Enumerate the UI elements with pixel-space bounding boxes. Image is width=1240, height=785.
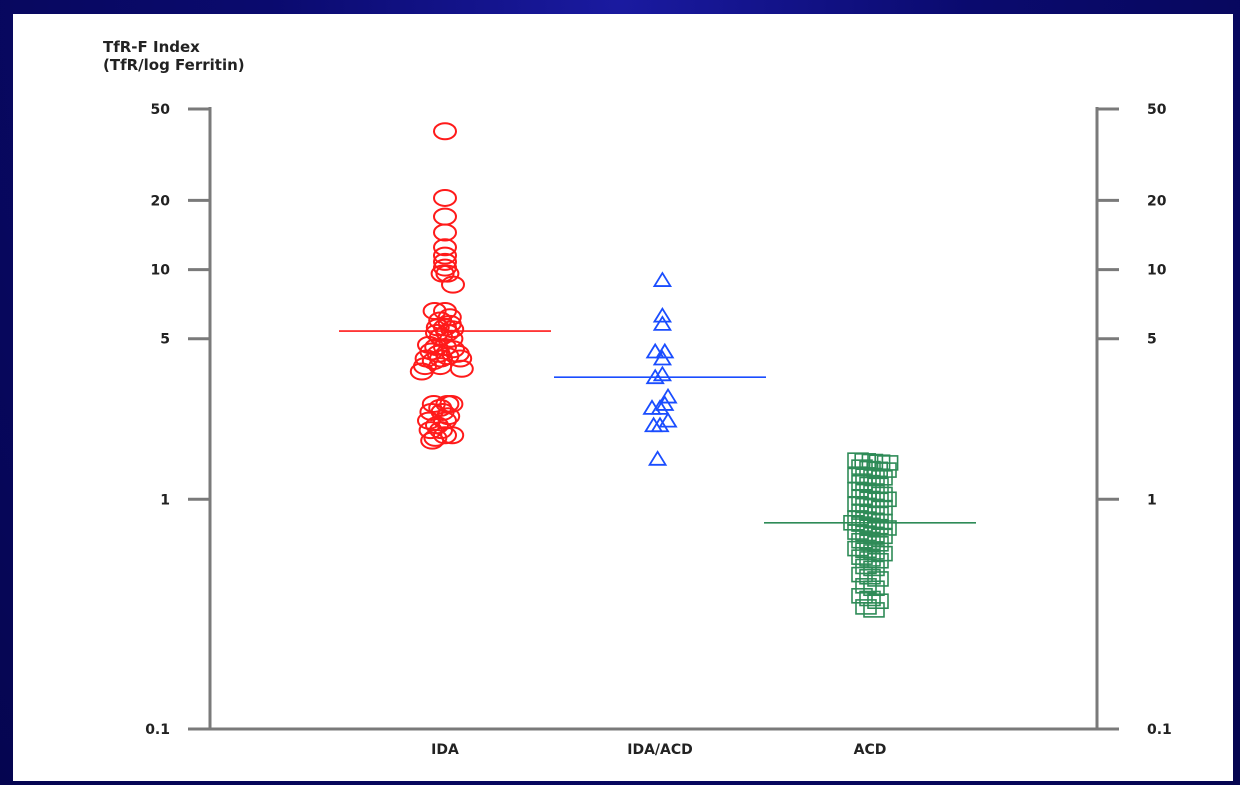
right-y-tick-label: 20 <box>1147 193 1167 209</box>
data-point-triangle <box>652 349 673 366</box>
data-point-square <box>843 514 865 531</box>
data-point-circle <box>418 421 443 440</box>
data-point-triangle <box>647 450 668 466</box>
data-point-square <box>847 524 869 540</box>
data-point-square <box>867 593 889 610</box>
chart-panel <box>13 14 1233 781</box>
data-point-square <box>863 560 885 577</box>
data-point-square <box>851 566 873 583</box>
data-point-triangle <box>645 368 665 385</box>
data-point-circle <box>433 246 457 265</box>
data-point-square <box>851 549 873 565</box>
left-y-tick-label: 5 <box>160 332 170 348</box>
data-point-circle <box>433 223 457 242</box>
axes: 50 50 20 20 10 10 5 5 1 1 0.1 0.1 <box>145 102 1172 738</box>
data-point-triangle <box>650 399 670 415</box>
data-point-square <box>851 516 873 532</box>
right-y-tick-label: 0.1 <box>1147 722 1172 738</box>
data-point-triangle <box>652 306 673 323</box>
data-point-circle <box>441 275 465 294</box>
left-y-tick-label: 20 <box>151 193 171 209</box>
right-y-tick-label: 1 <box>1147 492 1157 508</box>
data-point-circle <box>417 411 441 430</box>
data-point-square <box>851 459 873 475</box>
data-point-square <box>863 602 885 618</box>
data-point-circle <box>433 188 457 207</box>
data-point-square <box>859 568 881 585</box>
category-label: ACD <box>854 742 887 758</box>
data-point-triangle <box>655 342 675 359</box>
left-y-tick-label: 0.1 <box>145 722 170 738</box>
data-point-triangle <box>645 342 665 359</box>
y-axis-title-line1: TfR-F Index <box>103 38 200 56</box>
data-point-circle <box>433 238 457 257</box>
data-point-circle <box>433 122 457 141</box>
data-point-square <box>855 578 877 594</box>
data-point-square <box>851 532 873 549</box>
data-point-circle <box>420 431 445 450</box>
data-point-circle <box>433 207 457 226</box>
y-axis-title: TfR-F Index (TfR/log Ferritin) <box>103 38 245 74</box>
data-point-circle <box>433 252 457 271</box>
data-point-circle <box>449 359 474 378</box>
data-points <box>409 122 899 618</box>
category-labels: IDA IDA/ACD ACD <box>431 742 886 758</box>
data-point-circle <box>409 362 434 381</box>
left-y-tick-label: 50 <box>151 102 171 118</box>
data-point-square <box>851 588 873 604</box>
data-point-square <box>847 540 869 557</box>
data-point-triangle <box>652 365 673 382</box>
data-point-triangle <box>655 395 675 411</box>
data-point-circle <box>433 426 457 445</box>
series-ida <box>409 122 474 450</box>
data-point-square <box>855 599 877 615</box>
data-point-square <box>859 590 881 607</box>
data-point-triangle <box>658 411 678 428</box>
series-acd <box>843 452 899 618</box>
left-y-tick-label: 1 <box>160 492 170 508</box>
right-y-tick-label: 50 <box>1147 102 1167 118</box>
data-point-circle <box>448 349 473 368</box>
left-y-tick-label: 10 <box>151 263 171 279</box>
y-axis-title-line2: (TfR/log Ferritin) <box>103 56 245 74</box>
series-ida-acd <box>642 271 678 466</box>
data-point-circle <box>435 264 460 283</box>
data-point-square <box>855 558 877 575</box>
data-point-triangle <box>650 416 670 433</box>
data-point-triangle <box>652 315 673 331</box>
category-label: IDA <box>431 742 459 758</box>
right-y-tick-label: 10 <box>1147 263 1167 279</box>
data-point-triangle <box>652 271 673 287</box>
category-label: IDA/ACD <box>627 742 693 758</box>
right-y-tick-label: 5 <box>1147 332 1157 348</box>
